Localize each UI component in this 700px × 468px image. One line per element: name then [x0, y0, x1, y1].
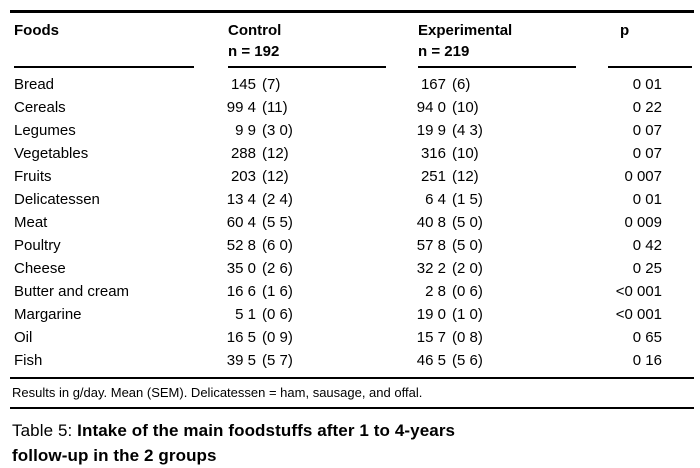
experimental-value: 19 0 (1 0) [416, 306, 483, 323]
caption-line-2: follow-up in the 2 groups [12, 446, 217, 465]
control-value: 203 (12) [230, 168, 289, 185]
food-name: Delicatessen [14, 191, 100, 208]
control-value: 99 4 (11) [226, 99, 288, 116]
control-value: 52 8 (6 0) [226, 237, 293, 254]
p-value: 0 007 [624, 168, 662, 185]
food-name: Cereals [14, 99, 66, 116]
underline-foods [14, 66, 194, 68]
caption-title-part1: Intake of the main foodstuffs after 1 to… [77, 421, 456, 440]
control-value: 60 4 (5 5) [226, 214, 293, 231]
header-experimental-n: n = 219 [418, 43, 470, 60]
table-row: Cheese 35 0 (2 6) 32 2 (2 0) 0 25 [14, 257, 694, 280]
table-row: Fruits 203 (12) 251 (12) 0 007 [14, 165, 694, 188]
experimental-value: 251 (12) [420, 168, 479, 185]
table-row: Fish 39 5 (5 7) 46 5 (5 6) 0 16 [14, 349, 694, 372]
table-row: Vegetables 288 (12) 316 (10) 0 07 [14, 142, 694, 165]
food-name: Margarine [14, 306, 82, 323]
table-row: Delicatessen 13 4 (2 4) 6 4 (1 5) 0 01 [14, 188, 694, 211]
header-experimental: Experimental n = 219 [416, 20, 606, 62]
table-footnote: Results in g/day. Mean (SEM). Delicatess… [12, 385, 423, 400]
p-value: 0 07 [632, 145, 662, 162]
food-name: Butter and cream [14, 283, 130, 300]
experimental-value: 46 5 (5 6) [416, 352, 483, 369]
p-value: 0 22 [632, 99, 662, 116]
table-row: Butter and cream 16 6 (1 6) 2 8 (0 6) <0 0… [14, 280, 694, 303]
control-value: 5 1 (0 6) [235, 306, 293, 323]
footnote-rule [10, 407, 694, 409]
table-bottom-rule [10, 377, 694, 379]
header-control-n: n = 192 [228, 43, 280, 60]
table-row: Meat 60 4 (5 5) 40 8 (5 0) 0 009 [14, 211, 694, 234]
table-row: Cereals 99 4 (11) 94 0 (10) 0 22 [14, 96, 694, 119]
p-value: 0 42 [632, 237, 662, 254]
p-value: <0 001 [615, 283, 662, 300]
underline-control [228, 66, 386, 68]
experimental-value: 2 8 (0 6) [425, 283, 483, 300]
header-control: Control n = 192 [226, 20, 416, 62]
control-value: 145 (7) [230, 76, 281, 93]
experimental-value: 6 4 (1 5) [425, 191, 483, 208]
control-value: 35 0 (2 6) [226, 260, 293, 277]
control-value: 39 5 (5 7) [226, 352, 293, 369]
experimental-value: 40 8 (5 0) [416, 214, 483, 231]
table-header: Foods Control n = 192 Experimental n = 2… [14, 13, 694, 62]
table-body: Bread 145 (7) 167 (6) 0 01 Cereals 99 4 (11… [10, 73, 692, 372]
food-name: Fish [14, 352, 43, 369]
caption-label: Table 5: [12, 421, 73, 440]
p-value: 0 25 [632, 260, 662, 277]
experimental-value: 32 2 (2 0) [416, 260, 483, 277]
control-value: 16 5 (0 9) [226, 329, 293, 346]
p-value: <0 001 [615, 306, 662, 323]
p-value: 0 65 [632, 329, 662, 346]
table-caption: Table 5: Intake of the main foodstuffs a… [12, 418, 692, 468]
food-name: Poultry [14, 237, 61, 254]
header-p: p [620, 22, 630, 39]
p-value: 0 01 [632, 76, 662, 93]
table-row: Legumes 9 9 (3 0) 19 9 (4 3) 0 07 [14, 119, 694, 142]
p-value: 0 009 [624, 214, 662, 231]
experimental-value: 167 (6) [420, 76, 471, 93]
experimental-value: 19 9 (4 3) [416, 122, 483, 139]
underline-p [608, 66, 692, 68]
experimental-value: 57 8 (5 0) [416, 237, 483, 254]
food-name: Oil [14, 329, 33, 346]
food-name: Vegetables [14, 145, 89, 162]
experimental-value: 15 7 (0 8) [416, 329, 483, 346]
table-row: Poultry 52 8 (6 0) 57 8 (5 0) 0 42 [14, 234, 694, 257]
control-value: 16 6 (1 6) [226, 283, 293, 300]
experimental-value: 94 0 (10) [416, 99, 479, 116]
table-row: Margarine 5 1 (0 6) 19 0 (1 0) <0 001 [14, 303, 694, 326]
caption-line-1: Table 5: Intake of the main foodstuffs a… [12, 418, 692, 443]
food-name: Fruits [14, 168, 52, 185]
p-value: 0 16 [632, 352, 662, 369]
food-name: Cheese [14, 260, 66, 277]
header-foods: Foods [14, 22, 59, 39]
table-row: Bread 145 (7) 167 (6) 0 01 [14, 73, 694, 96]
control-value: 288 (12) [230, 145, 289, 162]
food-name: Legumes [14, 122, 76, 139]
top-rule [10, 10, 694, 13]
control-value: 9 9 (3 0) [235, 122, 293, 139]
food-name: Meat [14, 214, 48, 231]
control-value: 13 4 (2 4) [226, 191, 293, 208]
underline-experimental [418, 66, 576, 68]
header-underlines [14, 66, 694, 68]
table-row: Oil 16 5 (0 9) 15 7 (0 8) 0 65 [14, 326, 694, 349]
p-value: 0 07 [632, 122, 662, 139]
food-name: Bread [14, 76, 55, 93]
experimental-value: 316 (10) [420, 145, 479, 162]
p-value: 0 01 [632, 191, 662, 208]
